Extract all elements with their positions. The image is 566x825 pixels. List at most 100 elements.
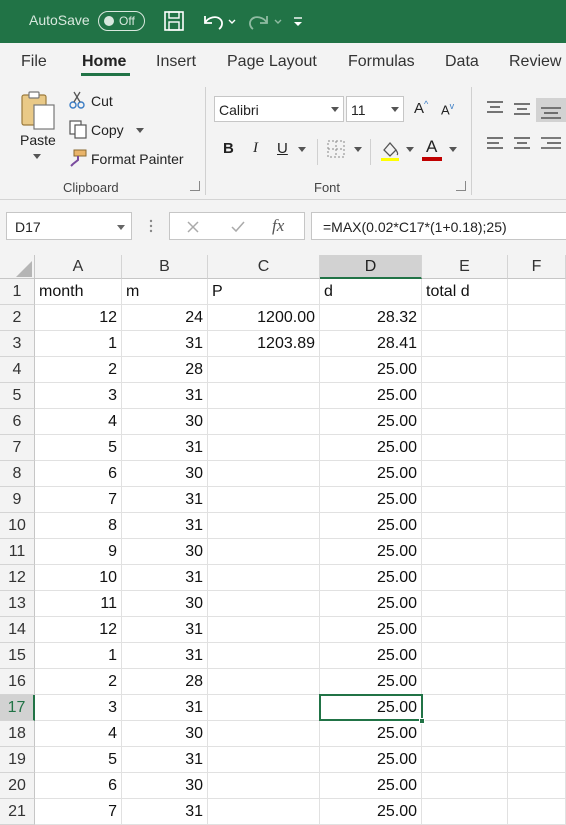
row-header[interactable]: 19 [0,747,35,773]
font-color-button[interactable]: A [426,137,438,156]
row-header[interactable]: 16 [0,669,35,695]
name-box[interactable]: D17 [6,212,132,240]
copy-dropdown-icon[interactable] [136,128,144,134]
cell-b5[interactable]: 31 [122,383,208,409]
cell-c21[interactable] [208,799,320,825]
cell-f18[interactable] [508,721,566,747]
cell-c2[interactable]: 1200.00 [208,305,320,331]
tab-formulas[interactable]: Formulas [348,53,415,70]
cell-b3[interactable]: 31 [122,331,208,357]
cell-c8[interactable] [208,461,320,487]
cell-a17[interactable]: 3 [35,695,122,721]
cell-b12[interactable]: 31 [122,565,208,591]
cell-a19[interactable]: 5 [35,747,122,773]
cell-a16[interactable]: 2 [35,669,122,695]
cell-c11[interactable] [208,539,320,565]
cell-e13[interactable] [422,591,508,617]
cell-f10[interactable] [508,513,566,539]
cell-b4[interactable]: 28 [122,357,208,383]
cell-b15[interactable]: 31 [122,643,208,669]
cell-c15[interactable] [208,643,320,669]
cell-c5[interactable] [208,383,320,409]
bold-button[interactable]: B [223,140,234,157]
cell-e11[interactable] [422,539,508,565]
cell-f1[interactable] [508,279,566,305]
cut-button[interactable]: Cut [91,93,113,109]
cell-f20[interactable] [508,773,566,799]
cell-a8[interactable]: 6 [35,461,122,487]
cell-b9[interactable]: 31 [122,487,208,513]
row-header[interactable]: 7 [0,435,35,461]
underline-dropdown-icon[interactable] [298,147,306,153]
cell-c13[interactable] [208,591,320,617]
fill-handle[interactable] [419,718,425,724]
row-header[interactable]: 10 [0,513,35,539]
cell-a13[interactable]: 11 [35,591,122,617]
row-header[interactable]: 18 [0,721,35,747]
cell-f11[interactable] [508,539,566,565]
copy-icon[interactable] [68,119,88,139]
cell-b11[interactable]: 30 [122,539,208,565]
cell-a12[interactable]: 10 [35,565,122,591]
cell-d5[interactable]: 25.00 [320,383,422,409]
cell-d6[interactable]: 25.00 [320,409,422,435]
row-header[interactable]: 8 [0,461,35,487]
format-painter-button[interactable]: Format Painter [91,151,184,167]
row-header[interactable]: 21 [0,799,35,825]
row-header[interactable]: 20 [0,773,35,799]
undo-icon[interactable] [199,8,239,34]
cell-e7[interactable] [422,435,508,461]
cell-f21[interactable] [508,799,566,825]
cell-e17[interactable] [422,695,508,721]
cell-e2[interactable] [422,305,508,331]
cell-f8[interactable] [508,461,566,487]
font-name-select[interactable]: Calibri [214,96,344,122]
cell-d7[interactable]: 25.00 [320,435,422,461]
format-painter-icon[interactable] [68,148,88,168]
cell-b10[interactable]: 31 [122,513,208,539]
tab-file[interactable]: File [21,53,47,70]
alignment-icons[interactable] [485,98,566,158]
grow-font-button[interactable]: A^ [414,99,429,117]
cell-b19[interactable]: 31 [122,747,208,773]
cell-f17[interactable] [508,695,566,721]
cell-a18[interactable]: 4 [35,721,122,747]
cell-d15[interactable]: 25.00 [320,643,422,669]
cell-e18[interactable] [422,721,508,747]
row-header[interactable]: 13 [0,591,35,617]
row-header[interactable]: 9 [0,487,35,513]
cell-b1[interactable]: m [122,279,208,305]
cell-a7[interactable]: 5 [35,435,122,461]
row-header[interactable]: 1 [0,279,35,305]
cell-e15[interactable] [422,643,508,669]
cell-f6[interactable] [508,409,566,435]
cell-f19[interactable] [508,747,566,773]
row-header[interactable]: 5 [0,383,35,409]
cell-b16[interactable]: 28 [122,669,208,695]
cell-e21[interactable] [422,799,508,825]
clipboard-dialog-launcher-icon[interactable] [190,181,200,191]
cell-e9[interactable] [422,487,508,513]
cell-d13[interactable]: 25.00 [320,591,422,617]
cell-e19[interactable] [422,747,508,773]
column-header-a[interactable]: A [35,255,122,279]
cell-c3[interactable]: 1203.89 [208,331,320,357]
cell-b8[interactable]: 30 [122,461,208,487]
column-header-d[interactable]: D [320,255,422,279]
row-header[interactable]: 12 [0,565,35,591]
cell-b14[interactable]: 31 [122,617,208,643]
tab-review[interactable]: Review [509,53,562,70]
scissors-icon[interactable] [68,90,86,110]
column-header-c[interactable]: C [208,255,320,279]
cell-e6[interactable] [422,409,508,435]
cell-d11[interactable]: 25.00 [320,539,422,565]
cell-f3[interactable] [508,331,566,357]
font-dialog-launcher-icon[interactable] [456,181,466,191]
cell-d19[interactable]: 25.00 [320,747,422,773]
autosave-toggle[interactable]: Off [98,11,145,31]
fill-color-dropdown-icon[interactable] [406,147,414,153]
borders-icon[interactable] [326,139,346,159]
cell-f9[interactable] [508,487,566,513]
cell-f16[interactable] [508,669,566,695]
